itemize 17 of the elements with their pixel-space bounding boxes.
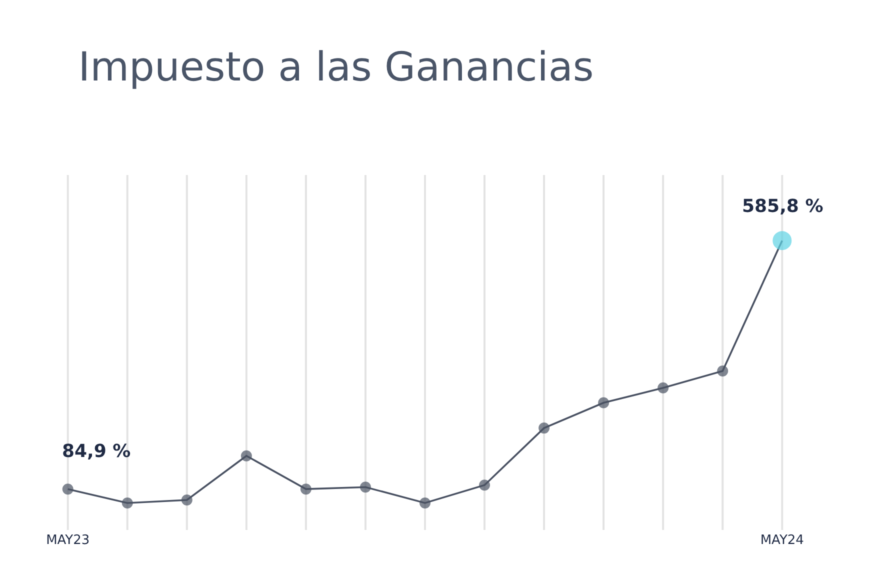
data-label: 84,9 %	[62, 441, 131, 462]
point	[538, 422, 550, 434]
data-label: 585,8 %	[742, 196, 824, 217]
point	[181, 494, 192, 506]
point	[598, 397, 610, 408]
chart-title: Impuesto a las Ganancias	[78, 44, 594, 91]
point	[360, 482, 371, 493]
point	[300, 484, 312, 495]
point	[658, 382, 669, 394]
x-tick-label: MAY23	[46, 533, 90, 548]
point	[717, 365, 728, 376]
point	[240, 450, 252, 462]
point	[62, 484, 74, 495]
point	[479, 480, 490, 491]
point	[122, 497, 133, 508]
point	[420, 497, 430, 508]
x-tick-label: MAY24	[760, 533, 804, 548]
